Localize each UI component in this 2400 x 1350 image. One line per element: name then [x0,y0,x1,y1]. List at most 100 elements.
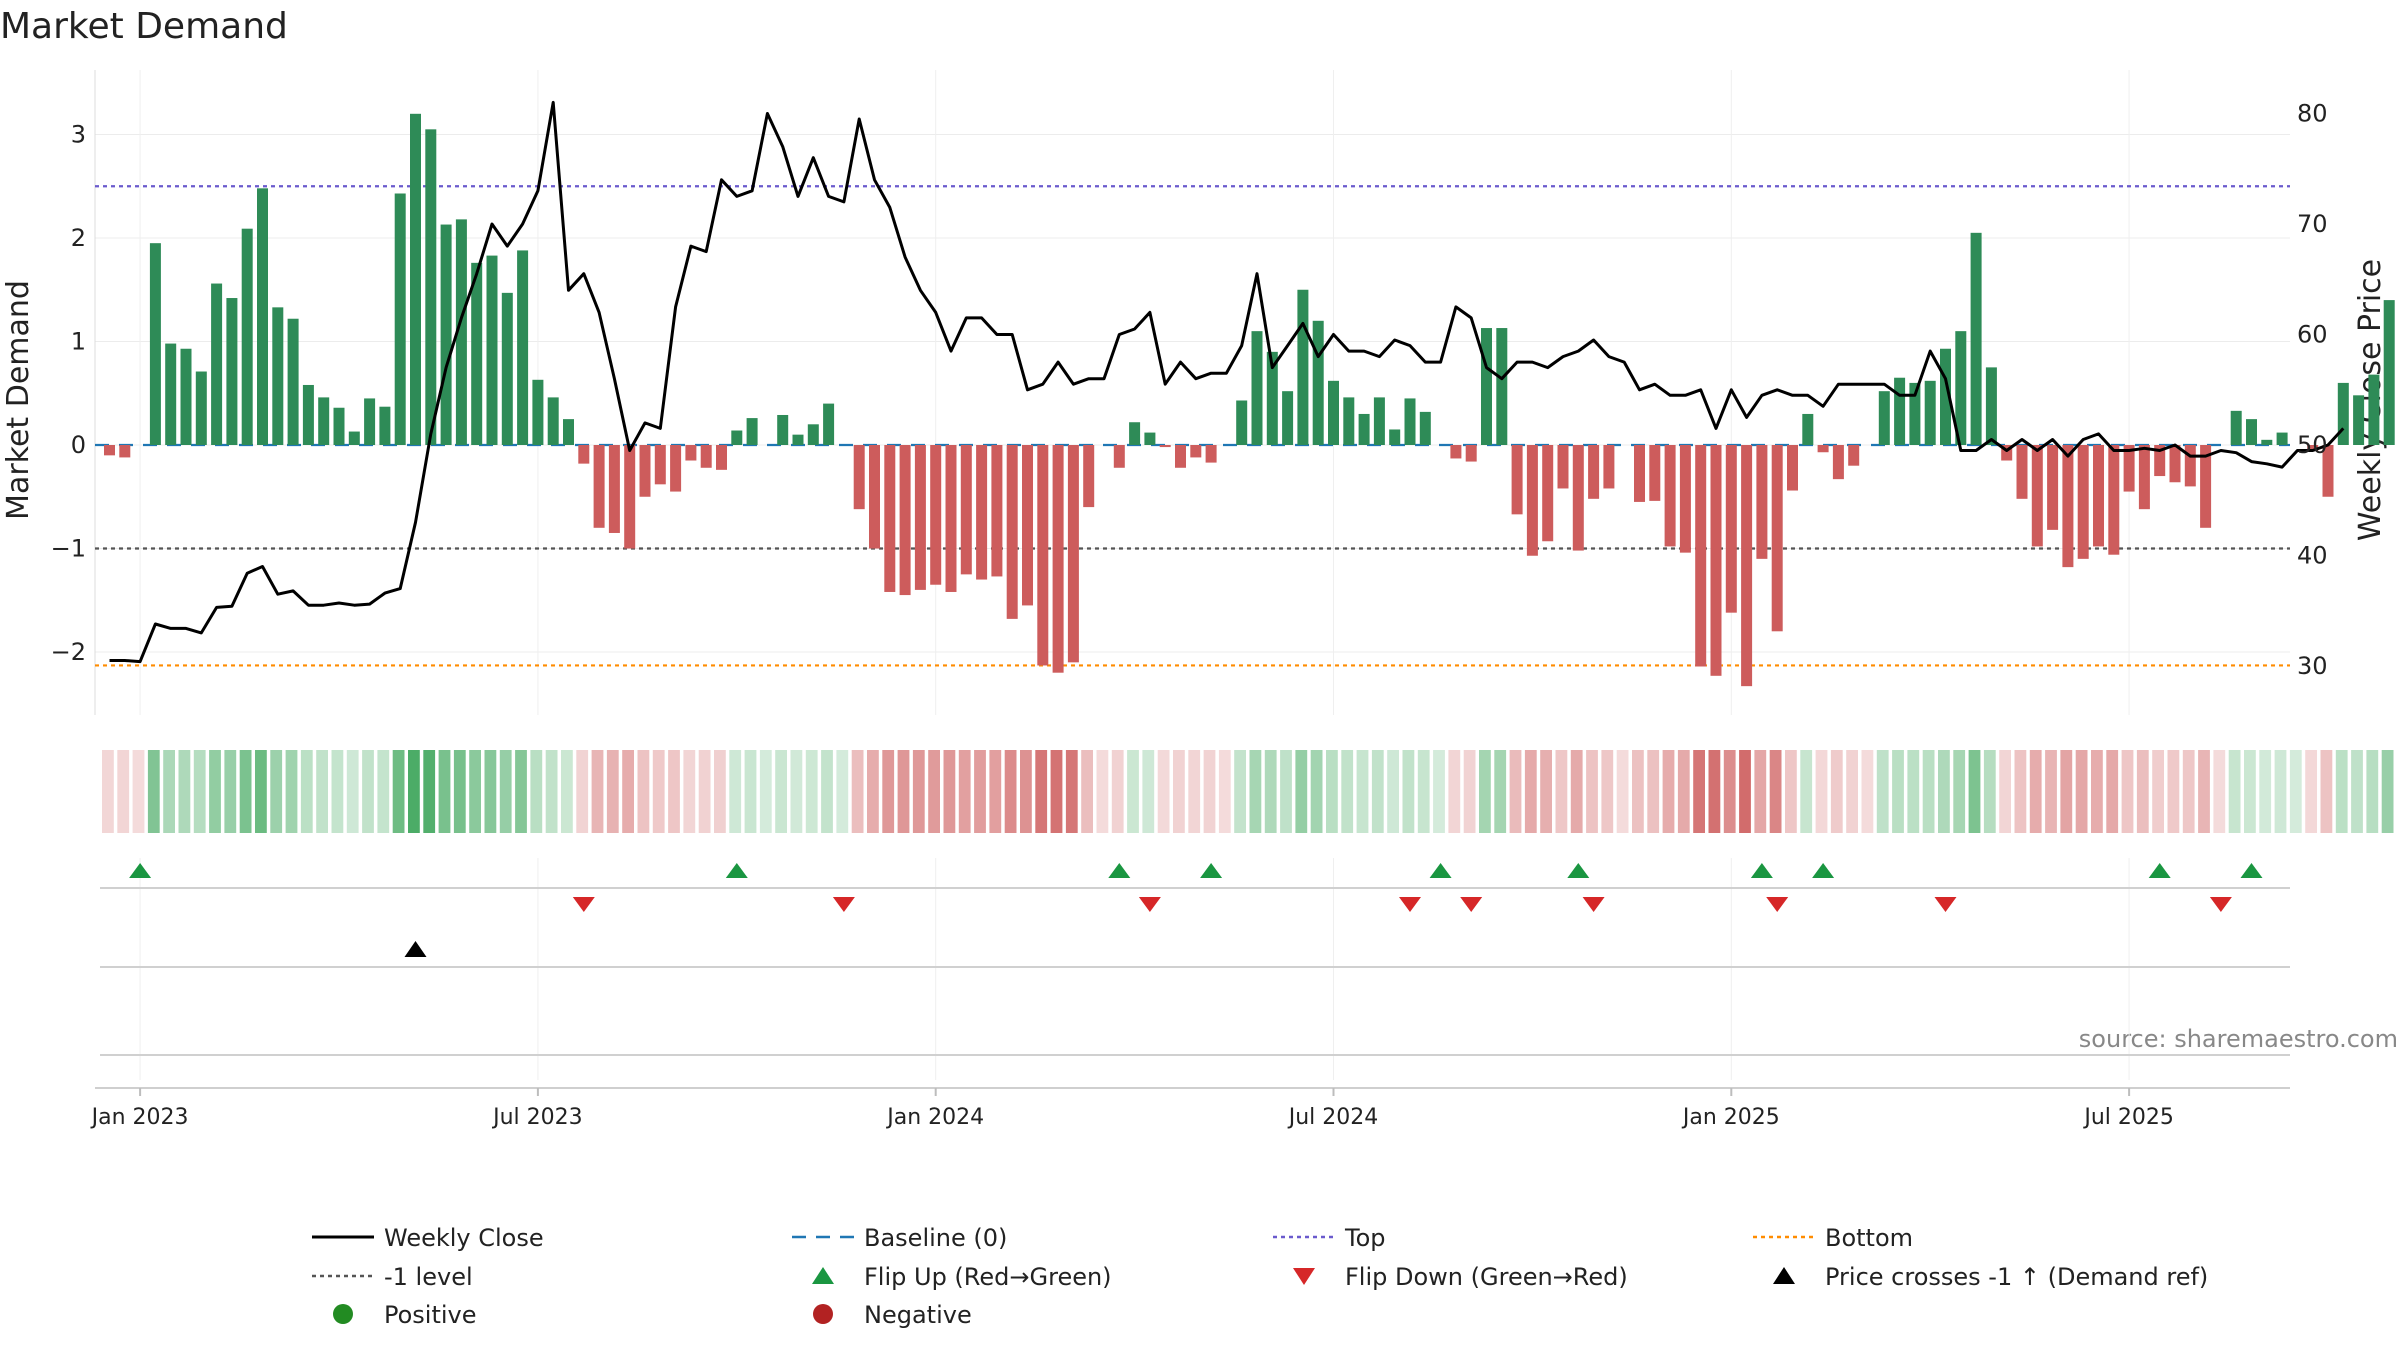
demand-bar [624,445,636,549]
heat-strip-cell [300,750,313,833]
demand-bar [1588,445,1600,499]
demand-bar [884,445,896,592]
heat-strip-cell [2136,750,2149,833]
flip-down-marker [2209,897,2232,912]
heat-strip-cell [1509,750,1522,833]
heat-strip-cell [285,750,298,833]
heat-strip-cell [805,750,818,833]
heat-strip-cell [392,750,405,833]
demand-bar [1496,328,1508,445]
demand-bar [1312,320,1324,445]
demand-bar [1894,377,1906,445]
heat-strip-cell [2351,750,2363,833]
demand-bar [1404,398,1416,445]
heat-strip-cell [2305,750,2317,833]
demand-bar [1328,380,1339,445]
demand-bar [2200,445,2212,528]
heat-strip-cell [1050,750,1063,833]
heat-strip-cell [1800,750,1813,833]
demand-bar [1236,400,1248,445]
flip-up-marker [1429,863,1452,878]
heat-strip-cell [1264,750,1277,833]
flip-up-marker [129,863,152,878]
demand-bar [1083,445,1095,508]
heat-strip-cell [1188,750,1201,833]
heat-strip-cell [1417,750,1430,833]
demand-bar [2062,445,2074,568]
demand-bar [731,430,743,445]
left-tick-label: 2 [71,224,86,252]
demand-bar [2337,382,2349,445]
demand-bar [2368,374,2380,445]
demand-bar [1175,445,1186,468]
demand-bar [440,224,452,445]
right-tick-label: 70 [2297,210,2328,238]
flip-up-marker [1200,863,1223,878]
demand-bar [425,129,437,445]
heat-strip-cell [346,750,359,833]
demand-bar [1802,413,1814,445]
heat-strip-cell [1693,750,1705,833]
heat-strip-cell [698,750,711,833]
demand-bar [394,193,406,445]
heat-strip-cell [453,750,466,833]
heat-strip-cell [668,750,680,833]
heat-strip-cell [821,750,833,833]
demand-bar [2001,445,2013,461]
flip-down-marker [1934,897,1957,912]
heat-strip-cell [362,750,374,833]
demand-bar [2093,445,2104,547]
demand-bar [1710,445,1722,676]
flip-down-marker [832,897,855,912]
legend-up-swatch [812,1267,834,1284]
demand-bar [1634,445,1645,502]
heat-strip-cell [2060,750,2073,833]
demand-bar [455,219,467,445]
demand-bar [302,384,314,445]
heat-strip-cell [102,750,114,833]
demand-bar [1067,445,1079,663]
left-tick-label: −2 [51,638,86,666]
heat-strip-cell [2244,750,2256,833]
demand-bar [2077,445,2089,559]
heat-strip-cell [438,750,451,833]
heat-strip-cell [1111,750,1124,833]
demand-bar [1695,445,1707,667]
heat-strip-cell [2228,750,2241,833]
demand-bar [1251,331,1263,445]
demand-bar [807,424,819,445]
demand-bar [1756,445,1768,559]
heat-strip-cell [775,750,787,833]
legend-label: Flip Up (Red→Green) [864,1263,1112,1291]
flip-down-marker [1460,897,1483,912]
heat-strip-cell [1035,750,1048,833]
axis-ticks: 3 2 1 0 −1 −2 80 70 60 50 40 30 [51,100,2328,681]
heat-strip-cell [1754,750,1767,833]
heat-strip-cell [1876,750,1889,833]
demand-bar [976,445,988,580]
heat-strip-cell [2182,750,2195,833]
heat-strip-cell [2152,750,2164,833]
heat-strip-cell [1983,750,1996,833]
heat-strip-cell [1387,750,1399,833]
demand-heat-strip [102,750,2394,833]
legend-label: Weekly Close [384,1224,544,1252]
legend-cross-swatch [1773,1267,1795,1284]
demand-bar [960,445,972,575]
legend-label: Price crosses -1 ↑ (Demand ref) [1825,1263,2208,1291]
heat-strip-cell [545,750,558,833]
demand-bar [1848,445,1860,466]
heat-strip-cell [622,750,634,833]
demand-bar [1649,445,1661,501]
demand-bar [1205,445,1217,463]
heat-strip-cell [1494,750,1507,833]
demand-bar [1832,445,1844,480]
heat-strip-cell [147,750,160,833]
demand-bar [1511,445,1523,515]
heat-strip-cell [163,750,175,833]
legend-down-swatch [1293,1268,1315,1285]
demand-bar [1664,445,1676,547]
demand-bar [945,445,957,592]
demand-bar [1481,328,1492,445]
demand-bar [180,348,192,445]
